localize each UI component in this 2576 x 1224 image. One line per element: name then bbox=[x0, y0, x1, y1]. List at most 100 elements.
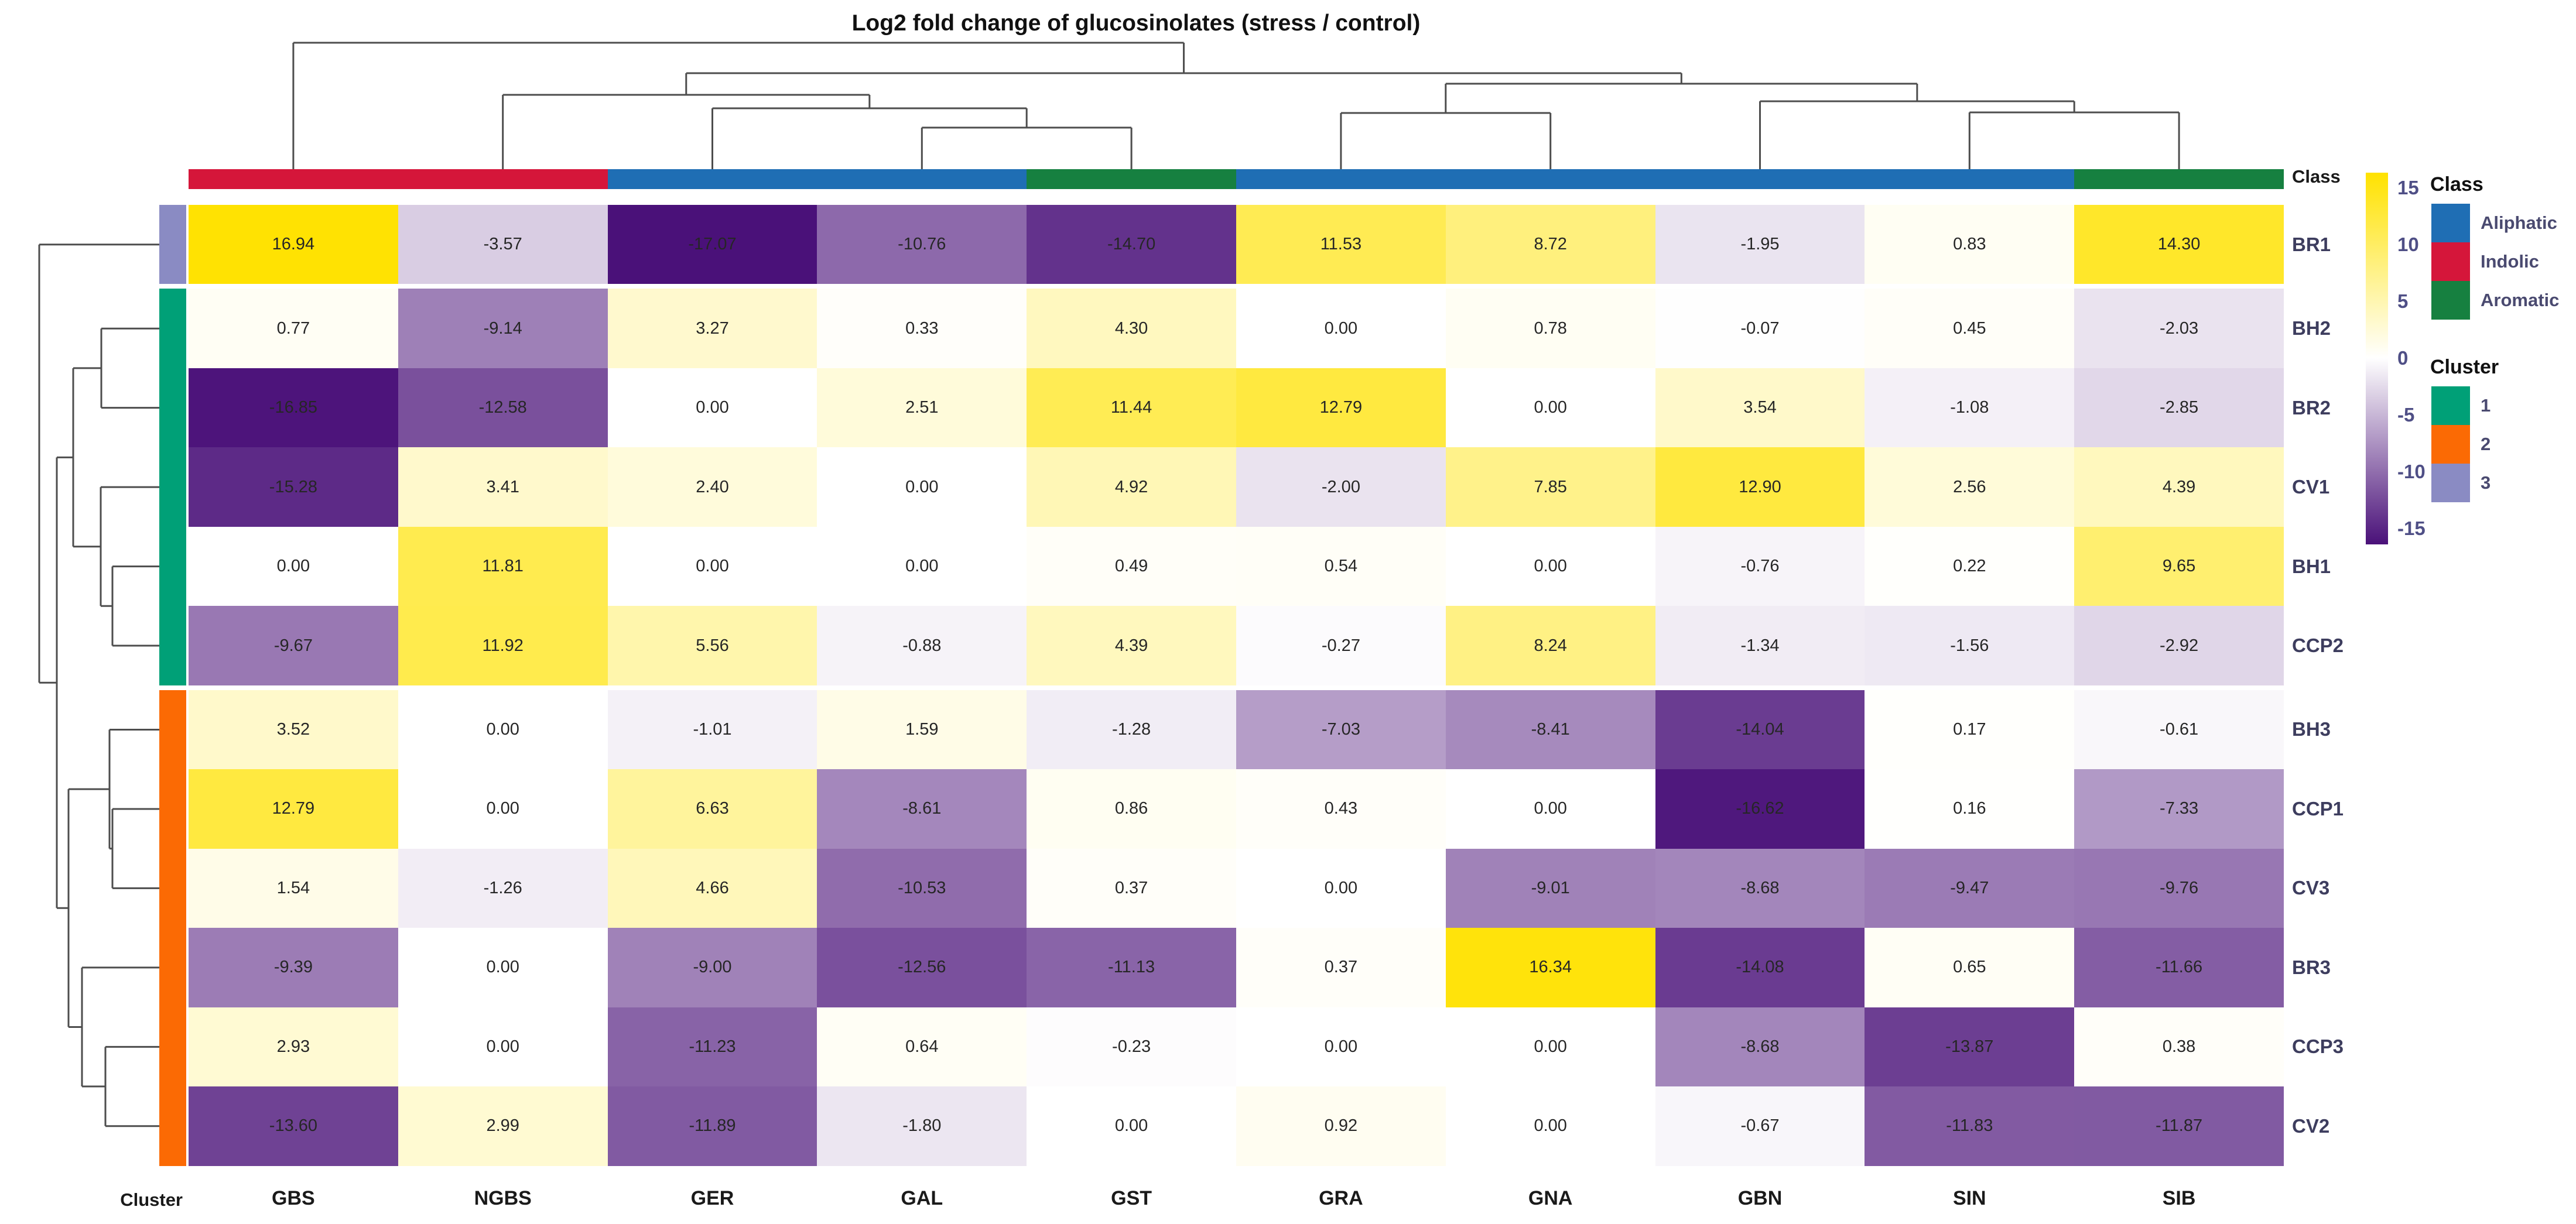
column-label: GAL bbox=[901, 1187, 943, 1209]
heatmap-cell: -15.28 bbox=[189, 447, 398, 527]
column-label: GRA bbox=[1319, 1187, 1363, 1209]
colorbar-tick: -15 bbox=[2397, 517, 2426, 539]
row-label: BH1 bbox=[2292, 555, 2331, 577]
class-bar-segment bbox=[2074, 169, 2284, 189]
heatmap-cell: 2.99 bbox=[398, 1086, 608, 1166]
heatmap-cell: -14.08 bbox=[1655, 928, 1865, 1007]
heatmap-cell: 0.00 bbox=[398, 928, 608, 1007]
heatmap-cell: -1.80 bbox=[817, 1086, 1027, 1166]
heatmap-cell: -1.28 bbox=[1027, 690, 1236, 770]
row-label: CCP3 bbox=[2292, 1036, 2344, 1058]
row-label: CV1 bbox=[2292, 476, 2330, 498]
heatmap-cell: 4.92 bbox=[1027, 447, 1236, 527]
heatmap-cell: 0.33 bbox=[817, 289, 1027, 368]
heatmap-cell: -10.53 bbox=[817, 848, 1027, 928]
heatmap-cell: -9.00 bbox=[607, 928, 817, 1007]
heatmap-cell: -9.01 bbox=[1445, 848, 1655, 928]
heatmap-cell: -1.08 bbox=[1865, 368, 2075, 448]
heatmap-cell: 0.86 bbox=[1027, 769, 1236, 849]
cluster-legend-label: 3 bbox=[2481, 472, 2491, 493]
heatmap-cell: 14.30 bbox=[2074, 205, 2284, 284]
heatmap-cell: 8.72 bbox=[1445, 205, 1655, 284]
heatmap-cell: 16.94 bbox=[189, 205, 398, 284]
heatmap-cell: 0.00 bbox=[1445, 769, 1655, 849]
cluster-legend-label: 1 bbox=[2481, 395, 2491, 416]
heatmap-cell: -17.07 bbox=[607, 205, 817, 284]
column-label: GBS bbox=[272, 1187, 315, 1209]
cluster-legend-title: Cluster bbox=[2430, 356, 2499, 378]
heatmap-cell: 0.00 bbox=[1445, 1086, 1655, 1166]
class-bar-segment bbox=[1236, 169, 2075, 189]
heatmap-cell: 4.39 bbox=[1027, 606, 1236, 685]
heatmap-cell: -7.33 bbox=[2074, 769, 2284, 849]
heatmap-cell: -1.34 bbox=[1655, 606, 1865, 685]
column-label: GER bbox=[690, 1187, 734, 1209]
heatmap-cell: 0.78 bbox=[1445, 289, 1655, 368]
heatmap-cell: 8.24 bbox=[1445, 606, 1655, 685]
heatmap-cell: -11.89 bbox=[607, 1086, 817, 1166]
column-label: NGBS bbox=[474, 1187, 532, 1209]
cluster-bar-segment bbox=[159, 205, 186, 284]
heatmap-cell: -1.26 bbox=[398, 848, 608, 928]
heatmap-cell: 16.34 bbox=[1445, 928, 1655, 1007]
heatmap-cell: 0.00 bbox=[1445, 368, 1655, 448]
heatmap-cell: 12.79 bbox=[189, 769, 398, 849]
column-label: GNA bbox=[1528, 1187, 1573, 1209]
row-label: BR1 bbox=[2292, 233, 2331, 255]
heatmap-cell: -11.13 bbox=[1027, 928, 1236, 1007]
class-legend-swatch bbox=[2431, 242, 2470, 281]
heatmap-cell: 1.54 bbox=[189, 848, 398, 928]
heatmap-cell: 2.56 bbox=[1865, 447, 2075, 527]
heatmap-cell: 0.64 bbox=[817, 1007, 1027, 1087]
heatmap-cell: 0.83 bbox=[1865, 205, 2075, 284]
heatmap-cell: -13.60 bbox=[189, 1086, 398, 1166]
heatmap-cell: 7.85 bbox=[1445, 447, 1655, 527]
heatmap-cell: -8.68 bbox=[1655, 848, 1865, 928]
heatmap-cell: 0.00 bbox=[607, 526, 817, 606]
heatmap-cell: -0.76 bbox=[1655, 526, 1865, 606]
class-legend-title: Class bbox=[2430, 173, 2483, 196]
heatmap-cell: 0.00 bbox=[817, 447, 1027, 527]
heatmap-cell: 4.66 bbox=[607, 848, 817, 928]
heatmap-cell: 11.81 bbox=[398, 526, 608, 606]
cluster-legend-swatch bbox=[2431, 425, 2470, 464]
class-legend-label: Aliphatic bbox=[2481, 212, 2557, 233]
column-dendrogram bbox=[292, 42, 2180, 169]
colorbar-tick: -10 bbox=[2397, 461, 2426, 482]
heatmap-cell: 0.00 bbox=[1236, 289, 1446, 368]
heatmap-cell: 0.22 bbox=[1865, 526, 2075, 606]
heatmap-cell: -1.56 bbox=[1865, 606, 2075, 685]
heatmap-cell: 2.40 bbox=[607, 447, 817, 527]
row-label: CV3 bbox=[2292, 877, 2330, 899]
heatmap-cell: -9.39 bbox=[189, 928, 398, 1007]
cluster-bar-segment bbox=[159, 690, 186, 1166]
heatmap-cell: 0.17 bbox=[1865, 690, 2075, 770]
heatmap-cell: 4.39 bbox=[2074, 447, 2284, 527]
row-label: CCP1 bbox=[2292, 797, 2344, 820]
heatmap-cell: -9.47 bbox=[1865, 848, 2075, 928]
class-bar-segment bbox=[1027, 169, 1236, 189]
heatmap-cell: 12.79 bbox=[1236, 368, 1446, 448]
heatmap-cell: -1.95 bbox=[1655, 205, 1865, 284]
colorbar-tick: 0 bbox=[2397, 347, 2409, 369]
heatmap-cell: -0.88 bbox=[817, 606, 1027, 685]
heatmap-cell: 2.51 bbox=[817, 368, 1027, 448]
heatmap-cell: -0.23 bbox=[1027, 1007, 1236, 1087]
heatmap-cell: -12.56 bbox=[817, 928, 1027, 1007]
heatmap-cell: 3.27 bbox=[607, 289, 817, 368]
class-legend-swatch bbox=[2431, 204, 2470, 242]
heatmap-cell: -8.41 bbox=[1445, 690, 1655, 770]
colorbar-tick: 15 bbox=[2397, 177, 2419, 198]
heatmap-cell: -1.01 bbox=[607, 690, 817, 770]
colorbar-gradient bbox=[2366, 173, 2388, 544]
cluster-legend-swatch bbox=[2431, 386, 2470, 425]
cluster-bar-segment bbox=[159, 289, 186, 685]
cluster-legend-swatch bbox=[2431, 464, 2470, 502]
heatmap-cell: -8.61 bbox=[817, 769, 1027, 849]
heatmap-cell: -0.07 bbox=[1655, 289, 1865, 368]
heatmap-cell: 0.00 bbox=[189, 526, 398, 606]
heatmap-cell: 0.00 bbox=[1445, 1007, 1655, 1087]
heatmap-cell: -2.00 bbox=[1236, 447, 1446, 527]
